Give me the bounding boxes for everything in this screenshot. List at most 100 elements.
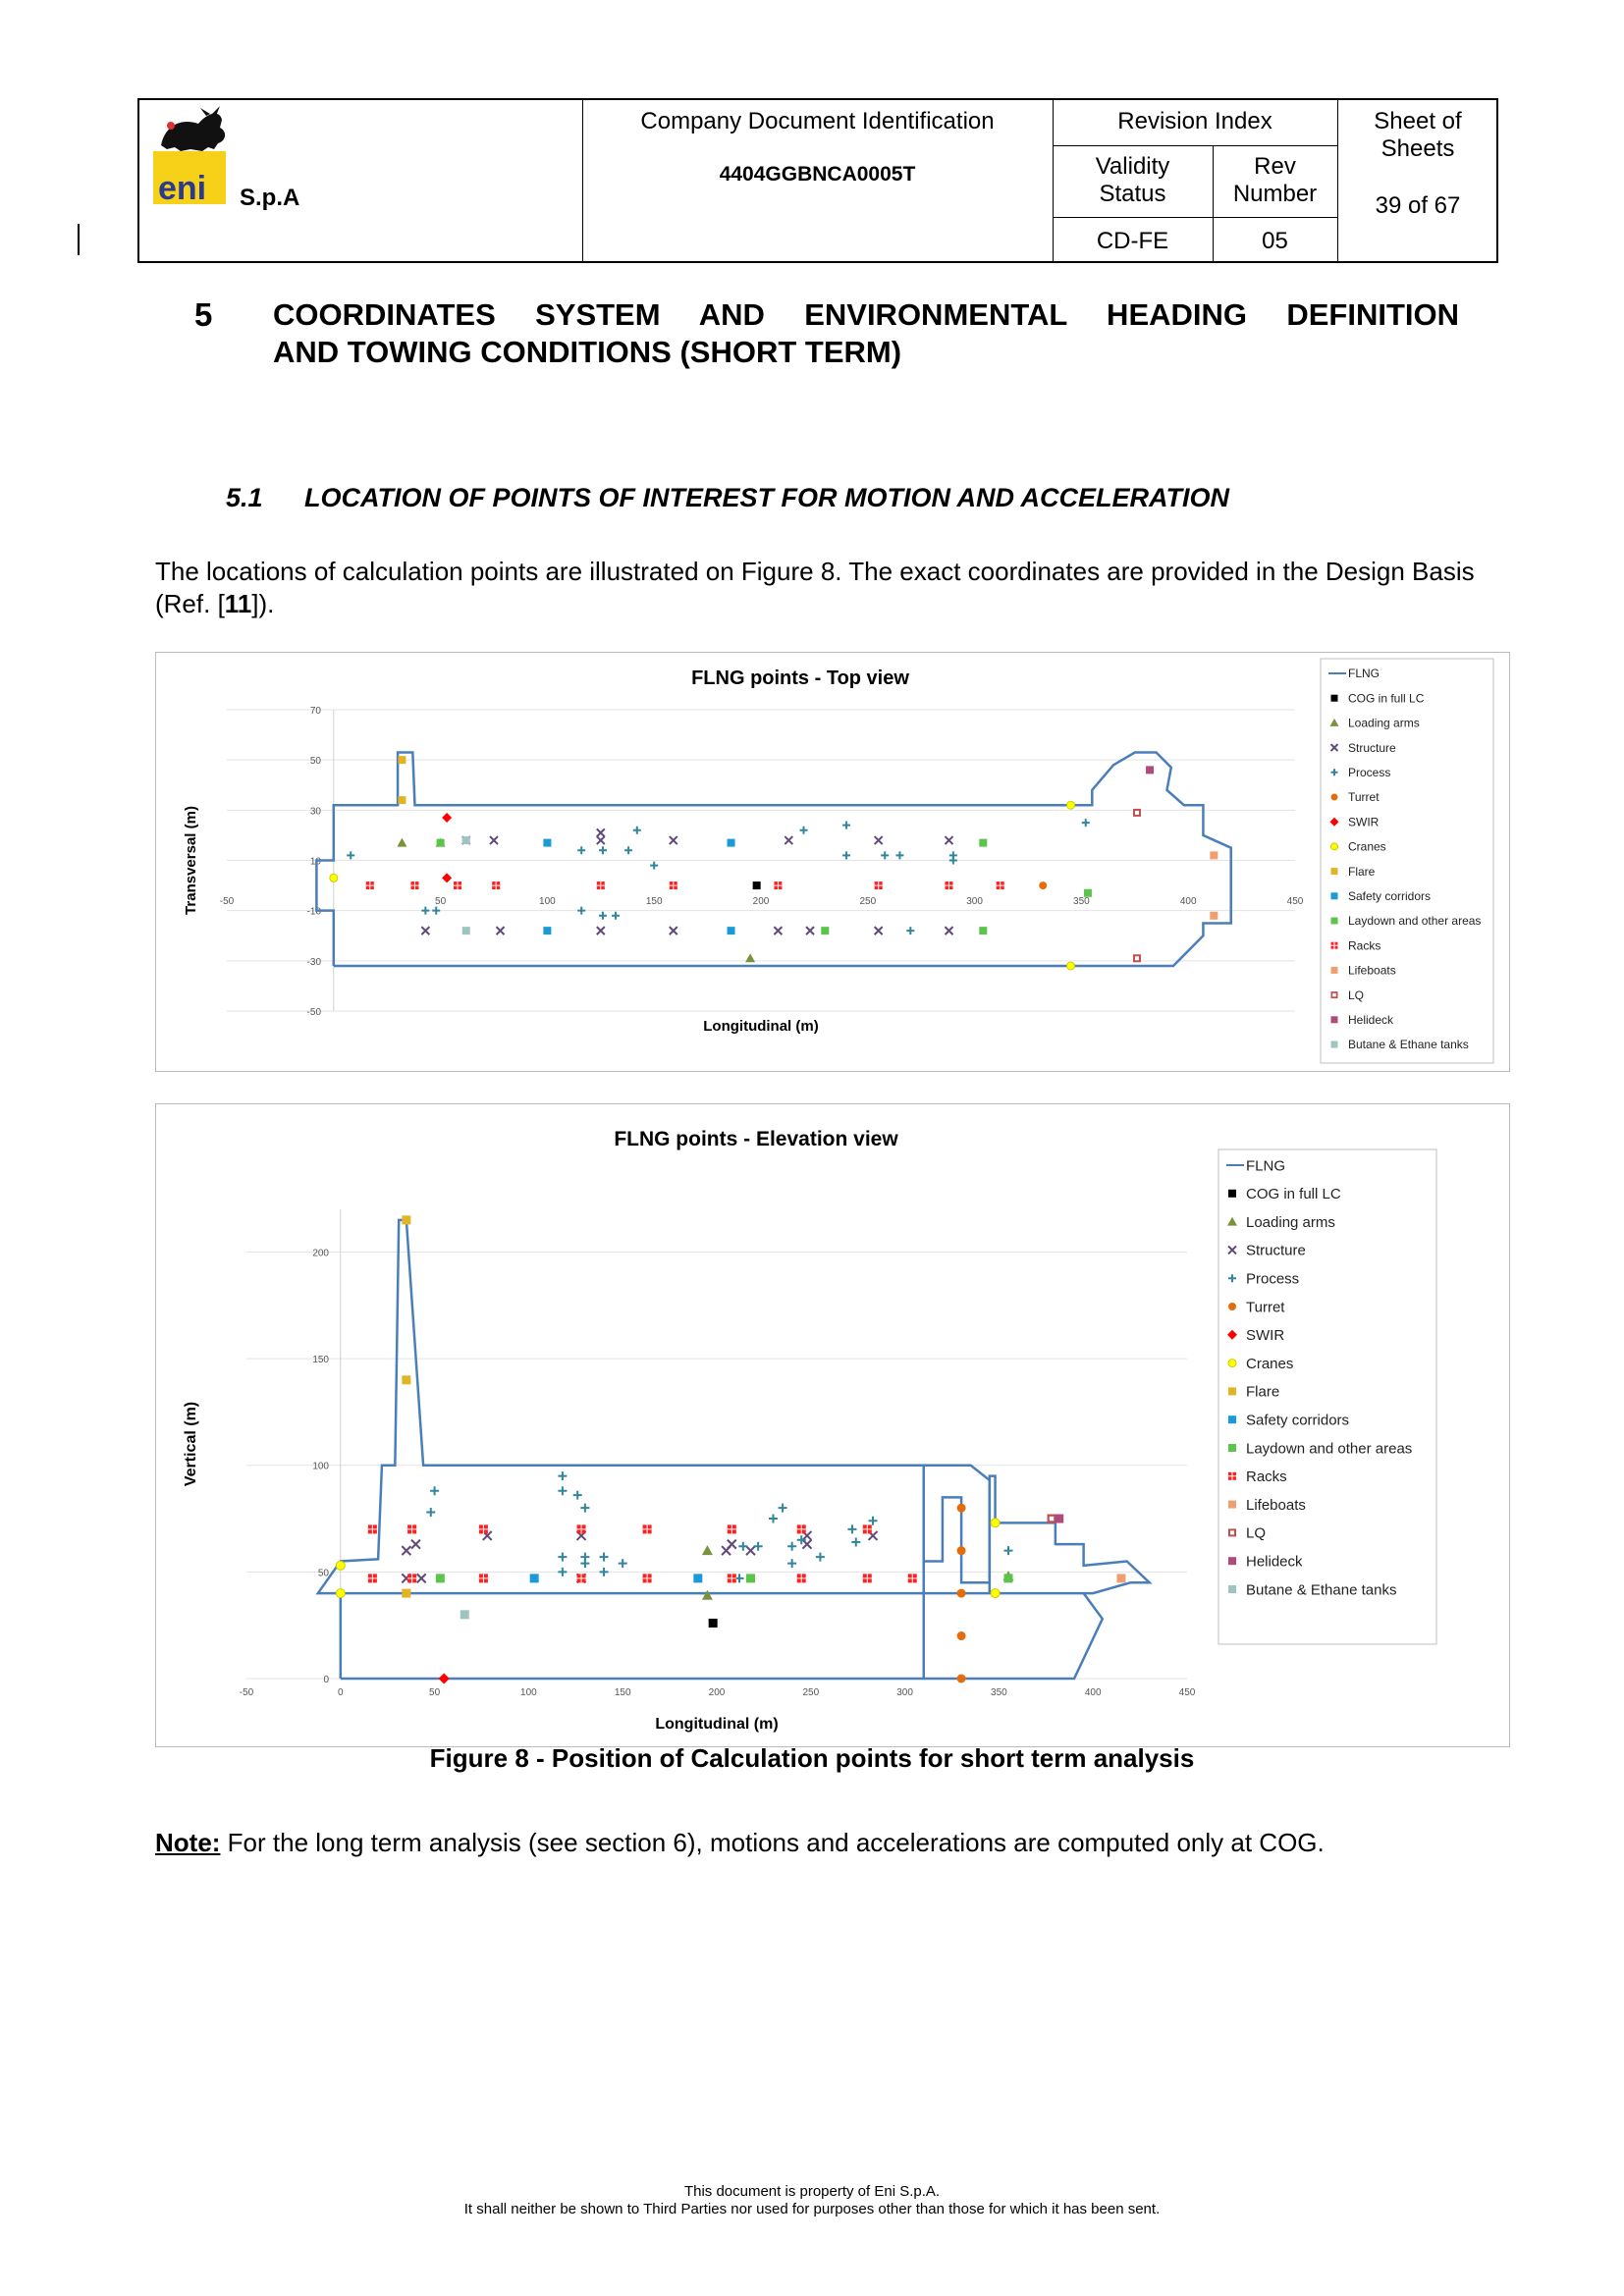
x-tick-label: -50: [220, 896, 235, 907]
legend-swatch: [1227, 1216, 1237, 1226]
structure-point: [596, 828, 606, 838]
x-tick-label: 50: [435, 896, 447, 907]
cranes-point: [329, 873, 339, 882]
cranes-point: [990, 1588, 1001, 1599]
process-point: [847, 1524, 857, 1534]
process-point: [1081, 819, 1090, 828]
cranes-point: [335, 1560, 346, 1571]
text-cursor: [78, 224, 80, 255]
racks-point: [945, 881, 953, 890]
structure-point: [401, 1545, 412, 1556]
safety-corridors-point: [693, 1574, 703, 1583]
legend-entry: Lifeboats: [1348, 964, 1396, 978]
safety-corridors-point: [543, 838, 552, 847]
legend-entry: Helideck: [1246, 1553, 1303, 1570]
x-tick-label: 300: [966, 896, 983, 907]
loading-arms-point: [701, 1589, 713, 1600]
rev-number-label: Rev Number: [1232, 153, 1318, 207]
lq-point: [1132, 808, 1141, 817]
eni-logo: eni S.p.A: [151, 106, 583, 253]
legend-entry: Butane & Ethane tanks: [1246, 1581, 1396, 1598]
structure-point: [415, 1573, 427, 1584]
process-point: [599, 1567, 609, 1576]
process-point: [599, 1552, 609, 1562]
flare-point: [402, 1215, 411, 1225]
racks-point: [410, 881, 419, 890]
process-point: [734, 1574, 744, 1583]
legend-entry: Process: [1348, 766, 1390, 779]
structure-point: [596, 835, 606, 845]
doc-id-label: Company Document Identification: [640, 108, 995, 134]
safety-corridors-point: [727, 927, 735, 935]
reference-link[interactable]: 11: [224, 589, 252, 618]
safety-corridors-point: [727, 838, 735, 847]
racks-point: [727, 1574, 736, 1583]
flng-outline: [922, 1464, 992, 1594]
structure-point: [745, 1545, 756, 1556]
racks-point: [492, 881, 501, 890]
legend-swatch: [1228, 1528, 1236, 1537]
legend-entry: Helideck: [1348, 1013, 1394, 1027]
legend-swatch: [1227, 1359, 1237, 1368]
legend-entry: Cranes: [1348, 840, 1386, 854]
racks-point: [669, 881, 677, 890]
legend-swatch: [1227, 1245, 1237, 1255]
process-point: [1003, 1546, 1013, 1556]
legend-entry: FLNG: [1348, 667, 1380, 680]
validity-status-label: Validity Status: [1095, 153, 1170, 207]
process-point: [948, 856, 957, 865]
loading-arms-point: [701, 1545, 713, 1556]
legend-swatch: [1330, 694, 1338, 702]
racks-point: [862, 1524, 872, 1534]
cog-in-full-lc-point: [752, 881, 761, 890]
x-tick-label: 250: [802, 1687, 819, 1698]
x-tick-label: 200: [753, 896, 770, 907]
section-title: COORDINATES SYSTEM AND ENVIRONMENTAL HEA…: [273, 297, 1459, 369]
legend-swatch: [1329, 817, 1339, 827]
legend-swatch: [1228, 1274, 1236, 1283]
footer: This document is property of Eni S.p.A. …: [463, 2183, 1161, 2217]
process-point: [572, 1490, 582, 1500]
structure-point: [596, 926, 606, 935]
process-point: [738, 1541, 748, 1551]
process-point: [612, 911, 621, 920]
racks-point: [642, 1524, 652, 1534]
legend-swatch: [1228, 1471, 1236, 1480]
racks-point: [478, 1574, 488, 1583]
x-tick-label: 100: [520, 1687, 537, 1698]
document-header: eni S.p.A Company Document Identificatio…: [137, 98, 1498, 263]
legend-entry: LQ: [1348, 988, 1364, 1002]
turret-point: [1039, 881, 1048, 890]
x-tick-label: 450: [1179, 1687, 1196, 1698]
legend-swatch: [1330, 966, 1338, 974]
laydown-and-other-areas-point: [821, 927, 830, 935]
legend-entry: Butane & Ethane tanks: [1348, 1038, 1469, 1051]
racks-point: [367, 1574, 377, 1583]
x-tick-label: 450: [1287, 896, 1304, 907]
legend-swatch: [1228, 1444, 1236, 1452]
helideck-point: [1146, 766, 1155, 774]
structure-point: [489, 835, 499, 845]
legend-swatch: [1330, 793, 1338, 801]
subsection-title: LOCATION OF POINTS OF INTEREST FOR MOTIO…: [304, 483, 1229, 512]
revision-index-label: Revision Index: [1117, 108, 1272, 134]
process-point: [799, 826, 808, 834]
process-point: [558, 1471, 568, 1481]
lifeboats-point: [1116, 1574, 1126, 1583]
lq-point: [1132, 954, 1141, 963]
process-point: [906, 927, 915, 935]
legend-swatch: [1330, 769, 1338, 776]
flng-outline: [340, 1474, 1153, 1595]
process-point: [577, 846, 586, 855]
chart-title: FLNG points - Elevation view: [614, 1128, 898, 1150]
butane-and-ethane-tanks-point: [460, 1610, 469, 1620]
laydown-and-other-areas-point: [1003, 1574, 1013, 1583]
racks-point: [576, 1524, 586, 1534]
x-tick-label: 200: [709, 1687, 726, 1698]
y-tick-label: -30: [307, 957, 322, 968]
section-number: 5: [194, 296, 213, 333]
loading-arms-point: [397, 837, 407, 847]
process-point: [580, 1503, 590, 1513]
cranes-point: [335, 1588, 346, 1599]
swir-point: [438, 1673, 450, 1684]
